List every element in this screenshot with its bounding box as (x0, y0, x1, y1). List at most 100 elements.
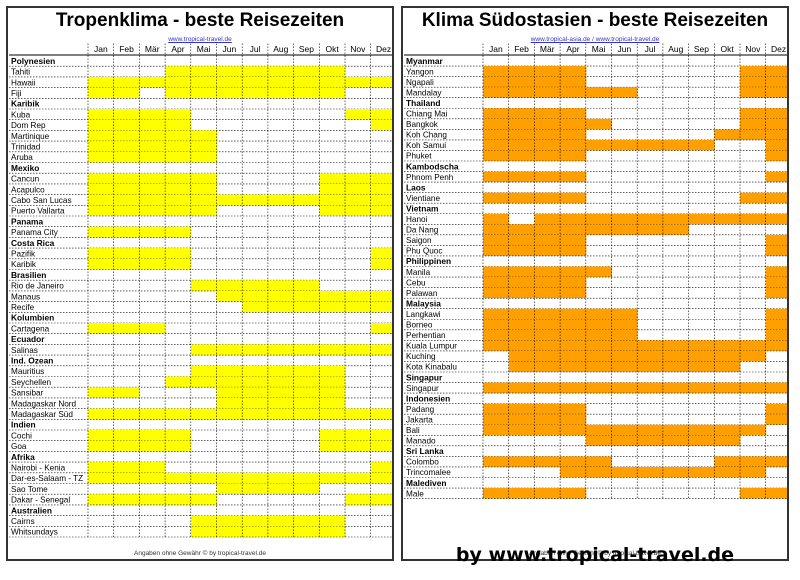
best-month-cell (370, 109, 392, 120)
best-month-cell (508, 329, 535, 341)
destination-label: Yangon (406, 67, 434, 76)
best-month-cell (585, 224, 612, 235)
best-month-cell (345, 109, 372, 120)
best-month-cell (88, 387, 115, 398)
destination-label: Sansibar (11, 389, 44, 398)
best-month-cell (370, 194, 392, 206)
best-month-cell (765, 213, 787, 225)
best-month-cell (508, 66, 535, 77)
best-month-cell (165, 87, 192, 99)
best-month-cell (637, 435, 664, 446)
region-header: Indien (11, 420, 36, 430)
best-month-cell (267, 472, 295, 484)
best-month-cell (714, 213, 741, 225)
best-month-cell (216, 344, 243, 356)
best-month-cell (216, 66, 243, 77)
best-month-cell (216, 515, 243, 527)
best-month-cell (165, 130, 192, 142)
best-month-cell (293, 472, 320, 484)
best-month-cell (113, 387, 140, 398)
best-month-cell (637, 361, 664, 372)
best-month-cell (534, 287, 561, 299)
destination-label: Sao Tome (11, 485, 48, 494)
month-header-2: Mär (540, 44, 555, 54)
best-month-cell (688, 340, 715, 351)
best-month-cell (508, 350, 535, 362)
best-month-cell (113, 109, 140, 120)
month-header-4: Mai (197, 44, 211, 54)
best-month-cell (165, 66, 192, 77)
best-month-cell (113, 119, 140, 131)
best-month-cell (585, 466, 612, 478)
best-month-cell (560, 456, 587, 467)
best-month-cell (585, 435, 612, 446)
best-month-cell (534, 403, 561, 415)
region-header: Costa Rica (11, 238, 55, 248)
best-month-cell (216, 280, 243, 291)
best-month-cell (637, 224, 664, 235)
best-month-cell (113, 194, 140, 206)
region-header: Philippinen (406, 256, 451, 266)
best-month-cell (345, 472, 372, 484)
best-month-cell (88, 87, 115, 99)
best-month-cell (319, 183, 346, 195)
best-month-cell (190, 344, 217, 356)
best-month-cell (688, 361, 715, 372)
best-month-cell (242, 76, 269, 88)
best-month-cell (508, 287, 535, 299)
best-month-cell (165, 205, 192, 216)
best-month-cell (139, 119, 166, 131)
best-month-cell (585, 139, 612, 151)
best-month-cell (765, 329, 787, 341)
month-header-6: Jul (645, 44, 656, 54)
destination-label: Cancun (11, 175, 40, 184)
destination-label: Male (406, 489, 424, 498)
best-month-cell (293, 387, 320, 398)
best-month-cell (740, 350, 767, 362)
best-month-cell (345, 290, 372, 302)
region-header: Vietnam (406, 203, 438, 213)
best-month-cell (165, 430, 192, 441)
region-header: Karibik (11, 99, 40, 109)
best-month-cell (293, 76, 320, 88)
best-month-cell (113, 462, 140, 473)
best-month-cell (765, 139, 787, 151)
best-month-cell (508, 403, 535, 415)
best-month-cell (190, 472, 217, 484)
region-header: Mexiko (11, 163, 39, 173)
best-month-cell (560, 139, 587, 151)
destination-label: Singapur (406, 384, 439, 393)
best-month-cell (483, 277, 510, 288)
best-month-cell (534, 76, 561, 88)
best-month-cell (688, 466, 715, 478)
best-month-cell (508, 319, 535, 330)
region-header: Afrika (11, 452, 35, 462)
destination-label: Kota Kinabalu (406, 363, 457, 372)
region-header: Myanmar (406, 56, 444, 66)
best-month-cell (765, 382, 787, 394)
best-month-cell (765, 287, 787, 299)
best-month-cell (267, 397, 295, 409)
suedostasien-link[interactable]: www.tropical-asia.de / www.tropical-trav… (530, 36, 660, 43)
month-header-3: Apr (171, 44, 184, 54)
region-header: Kolumbien (11, 313, 54, 323)
site-credit: by www.tropical-travel.de (455, 544, 735, 566)
best-month-cell (560, 488, 587, 499)
best-month-cell (765, 319, 787, 330)
best-month-cell (370, 323, 392, 334)
best-month-cell (216, 365, 243, 377)
best-month-cell (88, 440, 115, 452)
best-month-cell (508, 308, 535, 320)
best-month-cell (113, 76, 140, 88)
best-month-cell (139, 440, 166, 452)
best-month-cell (88, 494, 115, 505)
best-month-cell (293, 66, 320, 77)
best-month-cell (560, 329, 587, 341)
best-month-cell (139, 183, 166, 195)
best-month-cell (190, 130, 217, 142)
best-month-cell (216, 397, 243, 409)
best-month-cell (688, 424, 715, 436)
tropenklima-link[interactable]: www.tropical-travel.de (168, 36, 232, 43)
best-month-cell (293, 515, 320, 527)
destination-label: Phnom Penh (406, 173, 454, 182)
